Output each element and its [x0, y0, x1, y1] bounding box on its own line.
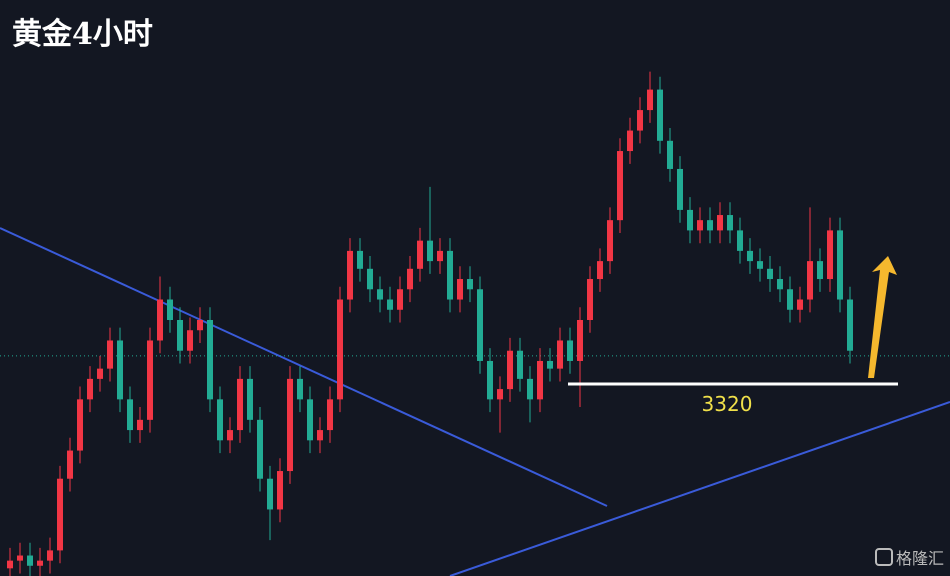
candle-body — [637, 110, 643, 131]
candle-body — [67, 450, 73, 479]
candle-body — [507, 350, 513, 390]
candle-body — [707, 220, 713, 231]
candle-body — [237, 378, 243, 431]
candle-body — [247, 378, 253, 420]
candle-body — [427, 240, 433, 262]
candle-body — [47, 550, 53, 561]
candle-body — [197, 320, 203, 331]
candle-body — [547, 360, 553, 369]
candles — [0, 71, 950, 576]
candle-body — [607, 220, 613, 262]
candle-body — [757, 261, 763, 269]
candle-body — [577, 320, 583, 361]
candle-body — [227, 430, 233, 441]
candle-body — [487, 360, 493, 400]
candle-body — [717, 215, 723, 231]
candle-body — [747, 250, 753, 262]
candle-body — [847, 299, 853, 351]
candle-body — [567, 340, 573, 361]
candle-body — [737, 230, 743, 251]
candle-body — [517, 350, 523, 379]
candle-body — [217, 399, 223, 441]
candle-body — [477, 289, 483, 361]
candle-body — [87, 378, 93, 400]
candle-body — [17, 555, 23, 561]
candle-body — [97, 368, 103, 379]
candle-body — [617, 151, 623, 221]
candle-body — [177, 320, 183, 351]
watermark: 格隆汇 — [896, 549, 944, 568]
level-label: 3320 — [702, 392, 753, 416]
candle-body — [397, 289, 403, 310]
candle-body — [657, 89, 663, 141]
trend-line — [0, 227, 608, 507]
candle-body — [497, 389, 503, 400]
candle-body — [257, 419, 263, 479]
candle-body — [817, 261, 823, 280]
candle-body — [417, 240, 423, 269]
candle-body — [37, 560, 43, 566]
candle-body — [367, 268, 373, 290]
candle-body — [677, 168, 683, 210]
candle-body — [597, 261, 603, 280]
candle-body — [837, 230, 843, 300]
candle-body — [157, 299, 163, 341]
candle-body — [287, 378, 293, 472]
candle-body — [667, 140, 673, 169]
candle-body — [7, 560, 13, 569]
arrow — [868, 256, 897, 378]
candle-body — [587, 279, 593, 320]
candle-body — [537, 360, 543, 400]
candle-body — [27, 555, 33, 566]
candle-body — [357, 250, 363, 269]
trend-line — [449, 401, 950, 576]
candle-body — [807, 261, 813, 300]
candle-body — [557, 340, 563, 369]
watermark-icon — [875, 548, 893, 566]
candle-body — [627, 130, 633, 152]
candle-body — [437, 250, 443, 262]
candle-body — [647, 89, 653, 111]
candle-body — [407, 268, 413, 290]
candle-body — [787, 289, 793, 310]
candle-body — [527, 378, 533, 400]
candle-body — [187, 330, 193, 351]
candle-body — [117, 340, 123, 400]
candle-body — [797, 299, 803, 310]
candle-body — [207, 320, 213, 400]
candle-body — [77, 399, 83, 451]
candle-body — [337, 299, 343, 400]
candle-body — [327, 399, 333, 431]
candle-body — [57, 478, 63, 551]
candle-body — [297, 378, 303, 400]
candle-body — [767, 268, 773, 280]
candle-body — [377, 289, 383, 300]
candle-body — [107, 340, 113, 369]
candle-body — [267, 478, 273, 510]
candle-body — [167, 299, 173, 320]
chart-title: 黄金4小时 — [12, 17, 153, 52]
candle-body — [387, 299, 393, 310]
candle-body — [307, 399, 313, 441]
candle-body — [467, 279, 473, 290]
candle-body — [687, 209, 693, 231]
candle-body — [727, 215, 733, 231]
candle-body — [347, 250, 353, 300]
candle-body — [697, 220, 703, 231]
candle-body — [127, 399, 133, 431]
candle-body — [447, 250, 453, 300]
candle-body — [777, 279, 783, 290]
candle-body — [137, 419, 143, 431]
candle-body — [147, 340, 153, 420]
candle-body — [317, 430, 323, 441]
candle-body — [277, 471, 283, 510]
candle-body — [457, 279, 463, 300]
candle-body — [827, 230, 833, 280]
